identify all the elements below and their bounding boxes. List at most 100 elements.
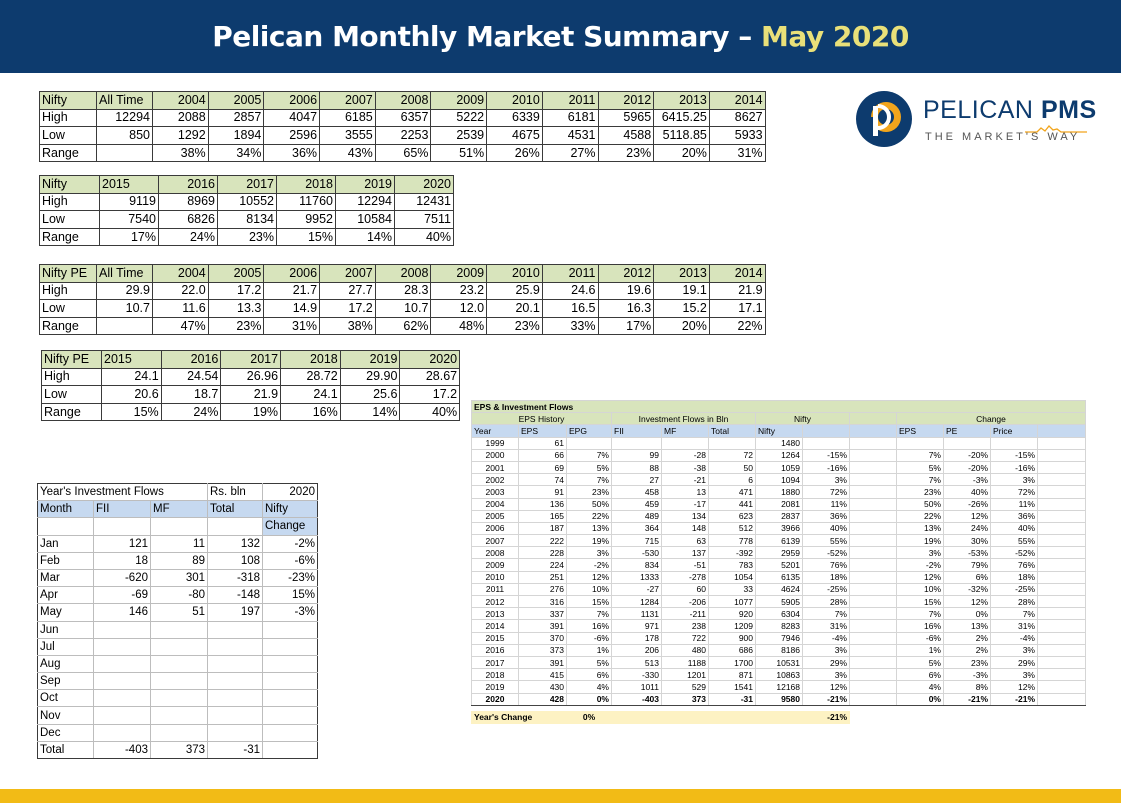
table-cell <box>1037 436 1086 450</box>
table-row: 2004 136 50% 459 -17 441 2081 11% 50% -26% 11% <box>471 497 1086 511</box>
table-cell: 24.54 <box>160 367 222 387</box>
month-label: Sep <box>37 672 94 691</box>
table-cell <box>849 655 897 670</box>
header-cell: Nifty <box>755 424 803 438</box>
table-cell: 12168 <box>755 680 803 694</box>
table-cell: 920 <box>708 607 756 621</box>
table-cell: 12294 <box>335 192 395 212</box>
table-cell: 8627 <box>708 108 766 128</box>
header-cell: Nifty PE <box>39 264 97 283</box>
table-cell: 4531 <box>541 126 599 145</box>
logo-wave-icon <box>1025 125 1087 133</box>
table-cell: 24.1 <box>280 385 341 404</box>
table-cell: 29.9 <box>96 281 153 301</box>
table-cell: 18% <box>990 570 1038 584</box>
table-cell: 238 <box>661 619 709 633</box>
table-cell: 623 <box>708 509 756 523</box>
table-cell: 6185 <box>319 108 376 128</box>
header-cell: 2020 <box>399 350 461 369</box>
header-cell: Nifty PE <box>41 350 102 369</box>
table-cell: 415 <box>518 668 567 682</box>
header-cell: 2013 <box>653 264 710 283</box>
table-cell: 6135 <box>755 570 803 584</box>
table-cell: 2253 <box>374 126 432 145</box>
table-cell <box>755 710 803 724</box>
table-cell: 18 <box>93 551 151 570</box>
table-cell: 28.3 <box>374 281 432 301</box>
table-row: Sep <box>37 672 318 691</box>
table-cell <box>262 620 318 639</box>
years-change-nifty: -21% <box>802 710 850 724</box>
table-cell: 12294 <box>96 108 153 128</box>
table-cell: 50% <box>566 497 612 511</box>
header-cell: 2020 <box>394 175 454 194</box>
table-cell: 0% <box>566 692 612 706</box>
row-label: High <box>41 367 102 387</box>
row-label: Low <box>39 210 100 229</box>
table-cell: 13% <box>896 521 944 536</box>
table-cell: 40% <box>394 227 454 247</box>
table-cell: -4% <box>990 631 1038 645</box>
table-cell <box>262 689 318 708</box>
header-cell: Price <box>990 424 1038 438</box>
table-cell <box>1037 631 1086 645</box>
table-cell <box>207 689 263 708</box>
table-cell: 14% <box>335 227 395 247</box>
table-cell: 165 <box>518 509 567 523</box>
table-cell: 89 <box>150 551 208 570</box>
table-row: Jan 121 11 132 -2% <box>37 534 318 553</box>
table-cell: -318 <box>207 568 263 588</box>
table-cell: 16% <box>280 402 341 422</box>
table-cell: 14% <box>339 402 401 422</box>
table-cell <box>1037 497 1086 511</box>
table-cell: 3% <box>990 668 1038 682</box>
table-row: Feb 18 89 108 -6% <box>37 551 318 570</box>
table-header-row: Nifty PE 2015 2016 2017 2018 2019 2020 <box>41 350 461 369</box>
table-cell: 187 <box>518 521 567 536</box>
group-nifty: Nifty <box>755 412 850 426</box>
table-row: Apr -69 -80 -148 15% <box>37 586 318 605</box>
table-cell: 8% <box>943 680 991 694</box>
table-cell: 121 <box>93 534 151 553</box>
header-cell: 2010 <box>486 91 543 110</box>
header-cell: 2007 <box>319 91 376 110</box>
table-cell: -403 <box>93 740 151 760</box>
eps-column-row: Year EPS EPG FII MF Total Nifty EPS PE Price <box>471 424 1086 438</box>
table-cell: 17.2 <box>399 385 461 404</box>
table-cell: 31% <box>802 619 850 633</box>
table-cell <box>849 521 897 536</box>
table-cell: -15% <box>990 448 1038 462</box>
table-cell: 4% <box>896 680 944 694</box>
table-cell: 146 <box>93 603 151 622</box>
table-cell <box>207 517 263 536</box>
table-cell: 36% <box>263 143 321 163</box>
table-cell: 79% <box>943 558 991 572</box>
table-cell <box>896 710 944 724</box>
table-cell <box>1037 558 1086 572</box>
row-label: Low <box>39 299 97 318</box>
year-label: 2018 <box>471 668 519 682</box>
table-cell: 25.6 <box>339 385 401 404</box>
table-cell: 23% <box>217 227 277 247</box>
table-cell: 1% <box>566 643 612 657</box>
header-cell: 2017 <box>220 350 282 369</box>
table-cell: 2088 <box>152 108 209 128</box>
table-cell: 38% <box>319 316 376 336</box>
table-row: 2011 276 10% -27 60 33 4624 -25% 10% -32% -25% <box>471 582 1086 597</box>
table-cell: 24% <box>160 402 222 422</box>
table-cell: 60 <box>661 582 709 597</box>
table-cell: 36% <box>802 509 850 523</box>
table-cell <box>207 706 263 725</box>
flows-title-row: Year's Investment Flows Rs. bln 2020 <box>37 482 318 502</box>
header-cell: 2015 <box>99 175 159 194</box>
table-cell <box>1037 594 1086 609</box>
table-cell: 40% <box>990 521 1038 536</box>
year-label: 2009 <box>471 558 519 572</box>
table-cell: 72% <box>802 485 850 499</box>
table-cell: -6% <box>262 551 318 570</box>
table-cell: 76% <box>802 558 850 572</box>
table-cell: 27.7 <box>319 281 376 301</box>
table-cell: 7% <box>566 448 612 462</box>
table-cell: -28 <box>661 448 709 462</box>
table-cell: 459 <box>611 497 662 511</box>
